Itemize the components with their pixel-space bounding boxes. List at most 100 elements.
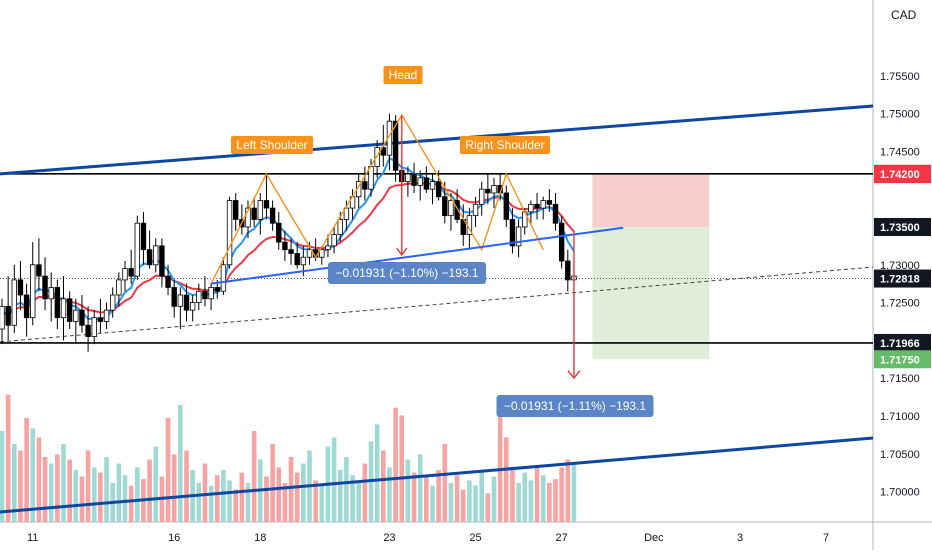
volume-bar bbox=[362, 463, 368, 522]
candle-body bbox=[405, 173, 411, 183]
volume-bar bbox=[270, 444, 275, 522]
candle-body bbox=[214, 287, 220, 292]
volume-bar bbox=[485, 493, 491, 522]
volume-bar bbox=[436, 470, 441, 522]
head-label-box bbox=[383, 66, 423, 84]
candle-body bbox=[122, 268, 128, 281]
candle-body bbox=[515, 226, 522, 247]
volume-bar bbox=[473, 485, 478, 522]
volume-bar bbox=[239, 472, 245, 522]
volume-bar bbox=[165, 418, 171, 522]
volume-bar bbox=[264, 476, 269, 522]
volume-bar bbox=[301, 463, 306, 522]
measure-label[interactable]: −0.01931 (−1.10%) −193.1 bbox=[328, 262, 486, 284]
volume-bar bbox=[36, 437, 42, 522]
candle-body bbox=[73, 309, 79, 322]
volume-bar bbox=[510, 467, 515, 522]
volume-bar bbox=[534, 467, 540, 522]
candle-body bbox=[540, 200, 546, 209]
volume-bar bbox=[331, 437, 337, 522]
candle-body bbox=[558, 222, 565, 262]
candle-body bbox=[103, 309, 110, 322]
take-profit-zone bbox=[592, 226, 710, 360]
candle-body bbox=[528, 203, 534, 213]
candle-body bbox=[429, 181, 436, 190]
measure-label[interactable]: −0.01931 (−1.11%) −193.1 bbox=[496, 395, 654, 417]
candle-body bbox=[5, 305, 11, 326]
volume-bar bbox=[73, 470, 79, 522]
target-measure-arrowhead bbox=[567, 370, 581, 380]
candle-body bbox=[36, 264, 42, 277]
price-tick-label: 1.72500 bbox=[880, 298, 920, 310]
volume-bar bbox=[178, 405, 183, 522]
right-shoulder-label-box bbox=[460, 136, 550, 154]
plot-area[interactable] bbox=[0, 0, 873, 522]
candle-body bbox=[263, 200, 270, 209]
head-shoulders-pattern[interactable] bbox=[210, 113, 544, 285]
price-tick-label: 1.73000 bbox=[880, 260, 920, 272]
volume-bar bbox=[540, 475, 546, 522]
volume-bar bbox=[411, 472, 417, 522]
price-marker-box bbox=[874, 269, 931, 288]
volume-bar bbox=[393, 407, 398, 522]
volume-bar bbox=[337, 470, 343, 522]
volume-bar bbox=[350, 475, 355, 522]
volume-bar bbox=[565, 459, 571, 522]
candle-body bbox=[288, 249, 294, 254]
candle-body bbox=[435, 181, 442, 198]
volume-bar bbox=[387, 467, 392, 522]
left-shoulder-label[interactable]: Left Shoulder bbox=[231, 136, 313, 154]
volume-bar bbox=[405, 459, 411, 522]
volume-bar bbox=[147, 459, 152, 522]
volume-bar bbox=[399, 415, 405, 522]
candle-body bbox=[183, 294, 190, 311]
head-label[interactable]: Head bbox=[383, 66, 423, 84]
candle-body bbox=[362, 181, 368, 190]
time-tick-label: 3 bbox=[737, 532, 743, 544]
volume-bar bbox=[504, 437, 509, 522]
price-marker-label: 1.72818 bbox=[880, 274, 920, 286]
volume-bar bbox=[282, 483, 288, 522]
right-shoulder-label[interactable]: Right Shoulder bbox=[460, 136, 550, 154]
left-shoulder-label-text: Left Shoulder bbox=[236, 138, 307, 152]
upper-channel-line[interactable] bbox=[0, 104, 874, 176]
candle-body bbox=[220, 264, 227, 292]
candle-body bbox=[509, 219, 516, 247]
time-tick-label: 23 bbox=[383, 532, 395, 544]
time-tick-label: 18 bbox=[254, 532, 266, 544]
volume-bar bbox=[128, 485, 134, 522]
candle-body bbox=[85, 324, 91, 337]
price-marker-label: 1.71750 bbox=[880, 354, 920, 366]
neckline[interactable] bbox=[210, 226, 624, 285]
volume-bar bbox=[202, 463, 208, 522]
candle-body bbox=[257, 200, 263, 220]
left-shoulder-label-box bbox=[231, 136, 313, 154]
volume-bar bbox=[424, 476, 429, 522]
candle-body bbox=[417, 177, 423, 186]
candle-body bbox=[48, 287, 54, 300]
candle-body bbox=[110, 294, 116, 311]
measure-label-box bbox=[496, 395, 654, 417]
volume-bar bbox=[12, 444, 17, 522]
volume-bar bbox=[24, 418, 29, 522]
candle-body bbox=[171, 287, 177, 307]
candle-body bbox=[140, 222, 147, 251]
price-tick-label: 1.71500 bbox=[880, 373, 920, 385]
price-marker-box bbox=[874, 165, 931, 184]
candle-body bbox=[331, 234, 337, 247]
candle-body bbox=[411, 173, 417, 186]
price-tick-label: 1.71000 bbox=[880, 411, 920, 423]
volume-trendline[interactable] bbox=[0, 436, 874, 514]
dashed-trendline[interactable] bbox=[0, 266, 874, 343]
volume-bar bbox=[547, 483, 552, 522]
price-marker-box bbox=[874, 350, 931, 369]
volume-bar bbox=[98, 472, 103, 522]
volume-bar bbox=[454, 475, 460, 522]
head-measure-arrowhead bbox=[396, 247, 408, 257]
volume-bar bbox=[313, 480, 318, 522]
volume-bar bbox=[171, 454, 177, 522]
candle-body bbox=[491, 185, 497, 194]
candle-body bbox=[134, 222, 140, 277]
